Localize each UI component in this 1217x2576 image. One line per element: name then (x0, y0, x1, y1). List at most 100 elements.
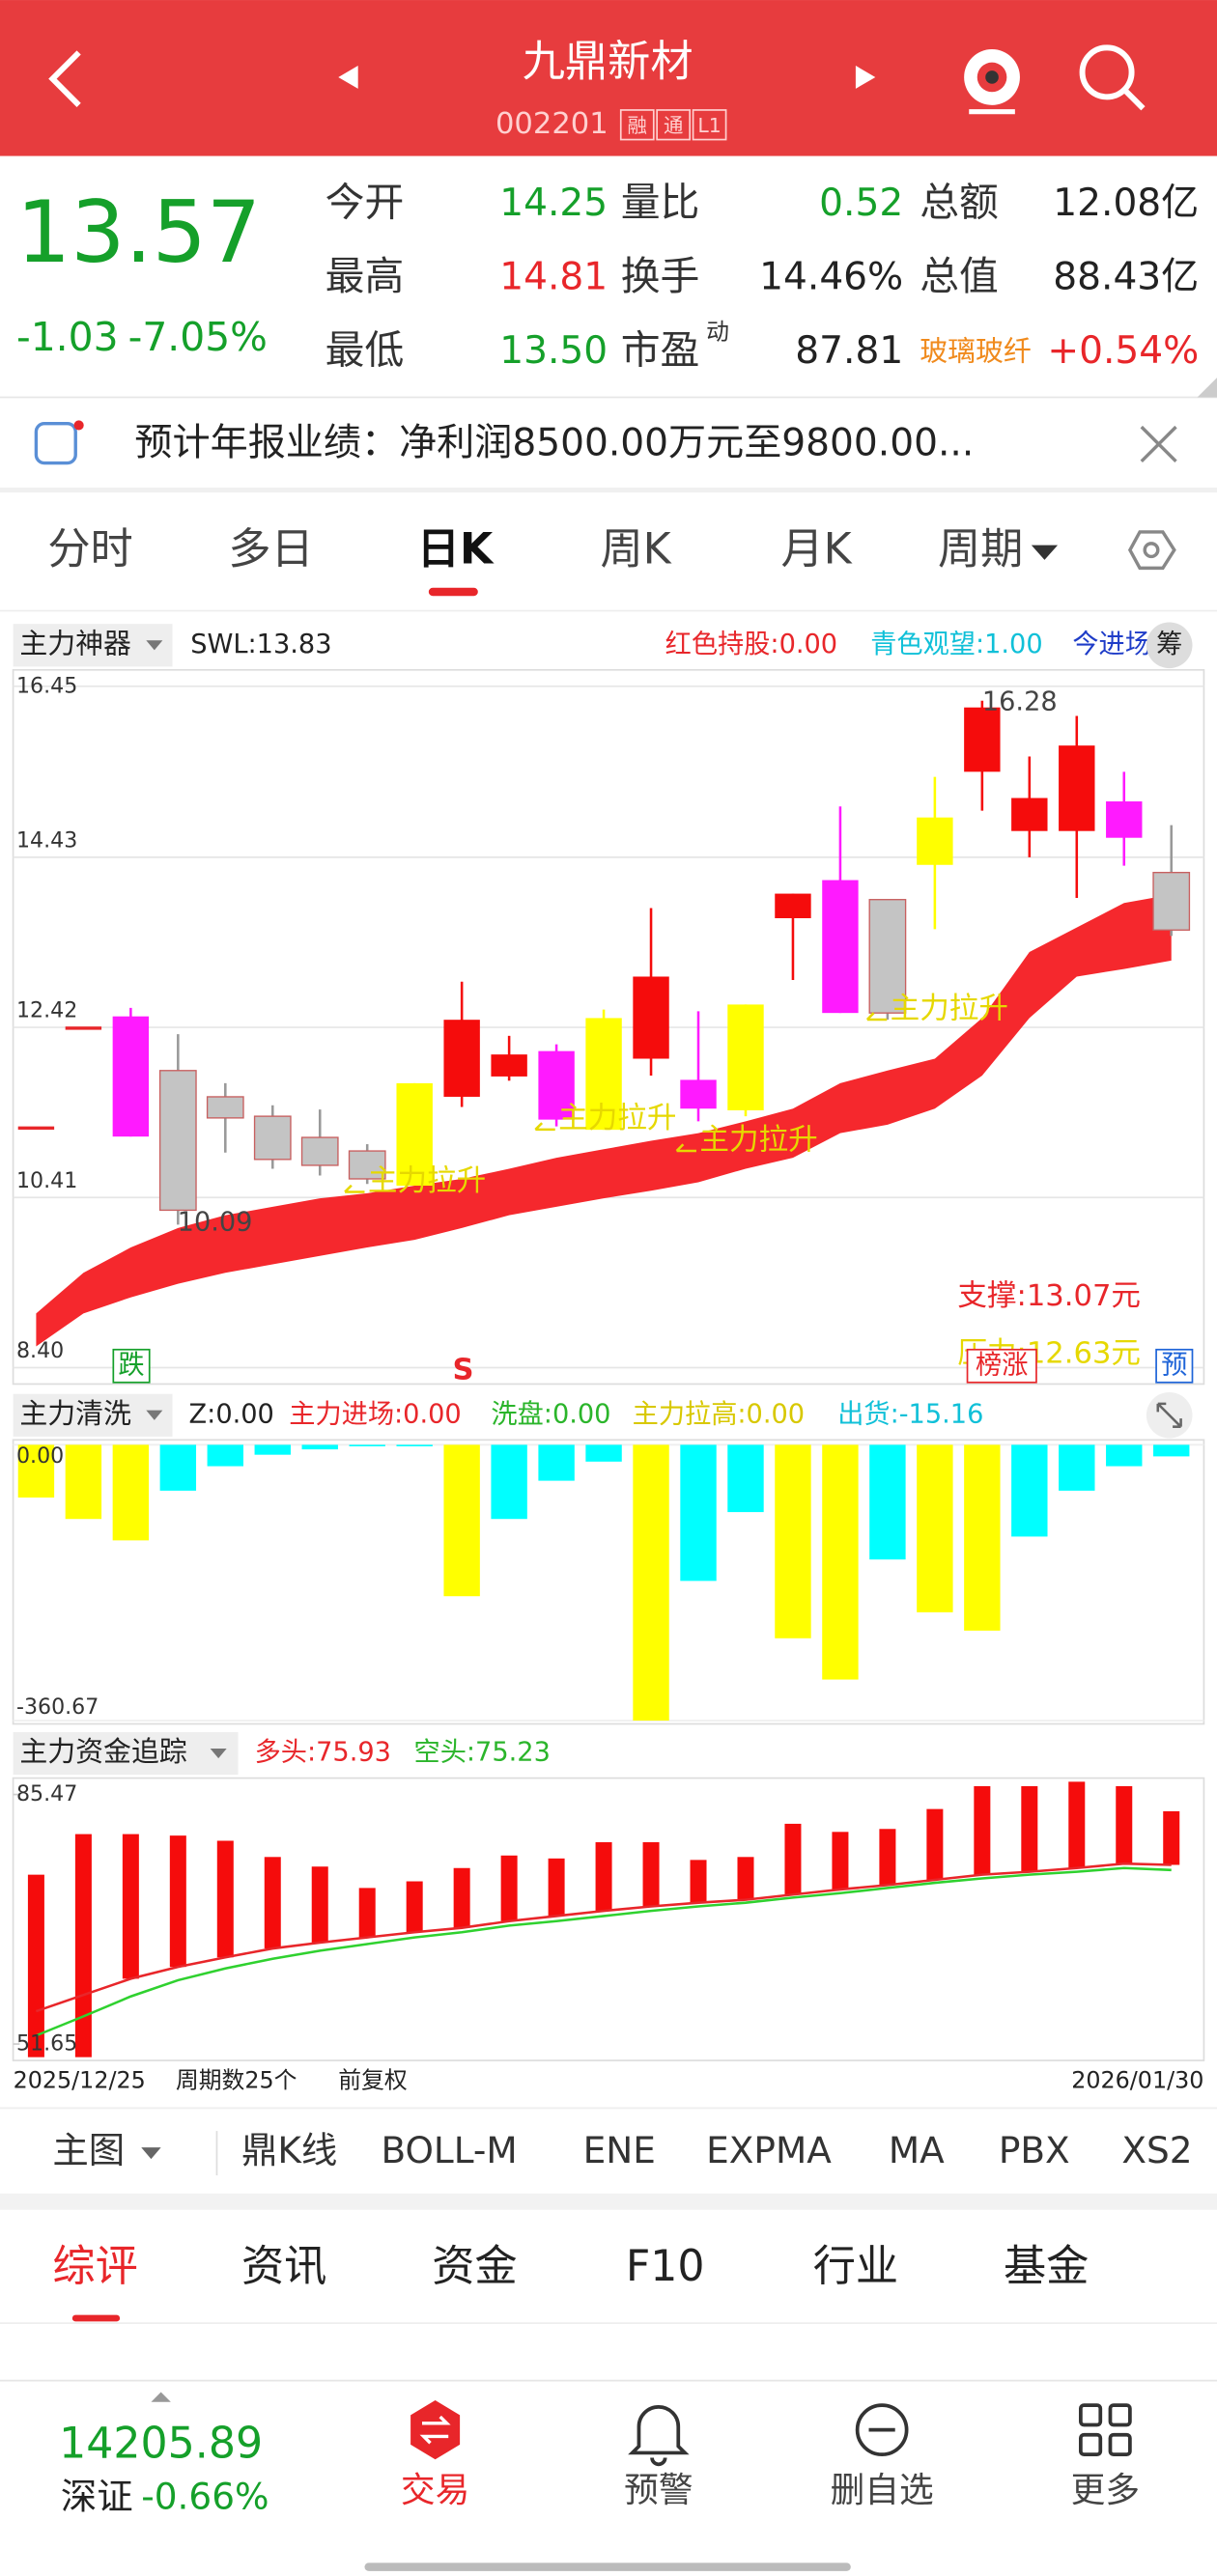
fund-bar (500, 1855, 518, 1921)
candle-body (868, 899, 907, 1014)
info-tabs: 综评 资讯 资金 F10 行业 基金 (52, 2242, 1089, 2291)
indicator-tab[interactable]: ENE (583, 2129, 656, 2171)
fund-bar (548, 1858, 565, 1917)
candle-body (822, 880, 859, 1014)
start-date: 2025/12/25 (14, 2067, 146, 2094)
close-notice[interactable] (1140, 425, 1177, 463)
info-tab[interactable]: 行业 (813, 2242, 898, 2291)
settings-icon[interactable] (1127, 530, 1176, 571)
quote-label: 总额 (920, 180, 999, 226)
y-tick-label: 16.45 (16, 673, 77, 698)
badge-box (966, 1348, 1037, 1384)
indicator-tab[interactable]: 鼎K线 (241, 2129, 337, 2171)
forecast-badge[interactable]: 预 (1161, 1350, 1187, 1380)
notice-text: 预计年报业绩：净利润8500.00万元至9800.00... (134, 421, 974, 464)
indicator-tab[interactable]: PBX (999, 2129, 1070, 2171)
more-icon-cell (1078, 2403, 1103, 2427)
fund-bar (690, 1860, 707, 1903)
quote-label-sup: 动 (706, 319, 729, 346)
fund-bar (1068, 1781, 1086, 1868)
period-tab[interactable]: 月K (780, 524, 852, 574)
wash-bar (869, 1444, 906, 1560)
fund-line (35, 1866, 1172, 2037)
period-tab[interactable]: 分时 (47, 524, 132, 574)
rank-badge[interactable]: 榜涨 (976, 1350, 1028, 1380)
low-label: 10.09 (178, 1207, 253, 1237)
quote-value: 87.81 (795, 329, 903, 373)
trend-band (36, 894, 1172, 1347)
prev-stock[interactable] (338, 66, 358, 89)
chip-button[interactable] (1146, 622, 1193, 669)
period-tab[interactable]: 日K (417, 524, 495, 574)
indicator-tab[interactable]: MA (889, 2129, 945, 2171)
trade-icon (410, 2400, 461, 2460)
candle-body (443, 1020, 480, 1097)
candle-body (917, 817, 953, 865)
signal-label: 主力拉升 (699, 1123, 817, 1157)
candle-body (253, 1115, 292, 1161)
quote-value: 0.52 (819, 182, 903, 225)
expand-icon (1156, 1402, 1182, 1428)
adjust-mode[interactable]: 前复权 (338, 2067, 408, 2094)
search-button[interactable] (1079, 44, 1146, 111)
fund-bar (1021, 1785, 1038, 1872)
fund-chart: 85.47 51.65 (13, 1781, 1180, 2058)
signal-arrow (865, 1012, 888, 1022)
more-icon-cell (1108, 2432, 1132, 2457)
remove-icon (855, 2403, 909, 2457)
fund-bar (926, 1808, 944, 1880)
info-tab[interactable]: F10 (626, 2242, 705, 2291)
indicator-tab[interactable]: BOLL-M (381, 2129, 517, 2171)
wash-bar (727, 1444, 764, 1513)
legend-wash: 洗盘:0.00 (491, 1399, 610, 1429)
info-tab[interactable]: 资讯 (241, 2242, 326, 2291)
badge: L1 (697, 114, 721, 137)
period-dropdown[interactable] (1031, 545, 1059, 560)
candle-body (300, 1136, 339, 1166)
stock-name: 九鼎新材 (523, 37, 693, 86)
indicator-tab[interactable]: 主图 (52, 2129, 125, 2171)
indicator-tab[interactable]: XS2 (1121, 2129, 1192, 2171)
wash-bar (1153, 1444, 1190, 1457)
badge-box (692, 109, 727, 141)
candle-body (112, 1016, 150, 1137)
nav-item[interactable]: 交易 (401, 2471, 469, 2510)
wash-bar (443, 1444, 480, 1597)
notice-bar[interactable]: 预计年报业绩：净利润8500.00万元至9800.00... (34, 420, 974, 464)
indicator-tab[interactable]: EXPMA (706, 2129, 832, 2171)
nav-item[interactable]: 预警 (624, 2471, 693, 2510)
nav-item[interactable]: 更多 (1071, 2471, 1140, 2510)
wash-bar (112, 1444, 150, 1541)
quote-label: 量比 (621, 180, 700, 226)
index-value[interactable]: 14205.89 (59, 2420, 263, 2469)
info-tab[interactable]: 综评 (52, 2242, 137, 2291)
mascot-button[interactable] (964, 49, 1020, 115)
indicator-selector[interactable] (13, 1731, 239, 1776)
more-icon (1078, 2403, 1132, 2457)
badge: 融 (628, 114, 647, 137)
info-tab[interactable]: 资金 (432, 2242, 517, 2291)
next-stock[interactable] (855, 66, 876, 89)
index-expand[interactable] (151, 2392, 171, 2402)
period-tab[interactable]: 周期 (938, 524, 1023, 574)
index-name: 深证 (61, 2476, 133, 2518)
candle-body (538, 1050, 575, 1120)
tab-underline (71, 2314, 121, 2322)
legend-hold: 红色持股:0.00 (665, 630, 837, 659)
candle-body (727, 1004, 764, 1110)
nav-item[interactable]: 删自选 (831, 2471, 934, 2510)
back-button[interactable] (48, 50, 81, 107)
fund-bar (832, 1832, 849, 1890)
indicator-selector[interactable] (13, 624, 173, 667)
period-tab[interactable]: 多日 (228, 524, 313, 574)
badge-box (1155, 1348, 1194, 1384)
wash-bar (301, 1444, 338, 1450)
info-tab[interactable]: 基金 (1004, 2242, 1089, 2291)
signal-label: 主力拉升 (368, 1164, 486, 1198)
dropdown-arrow (210, 1748, 227, 1759)
wash-bar (254, 1444, 291, 1455)
period-tab[interactable]: 周K (600, 524, 671, 574)
indicator-selector[interactable] (13, 1393, 173, 1437)
candle-body (1059, 745, 1095, 831)
